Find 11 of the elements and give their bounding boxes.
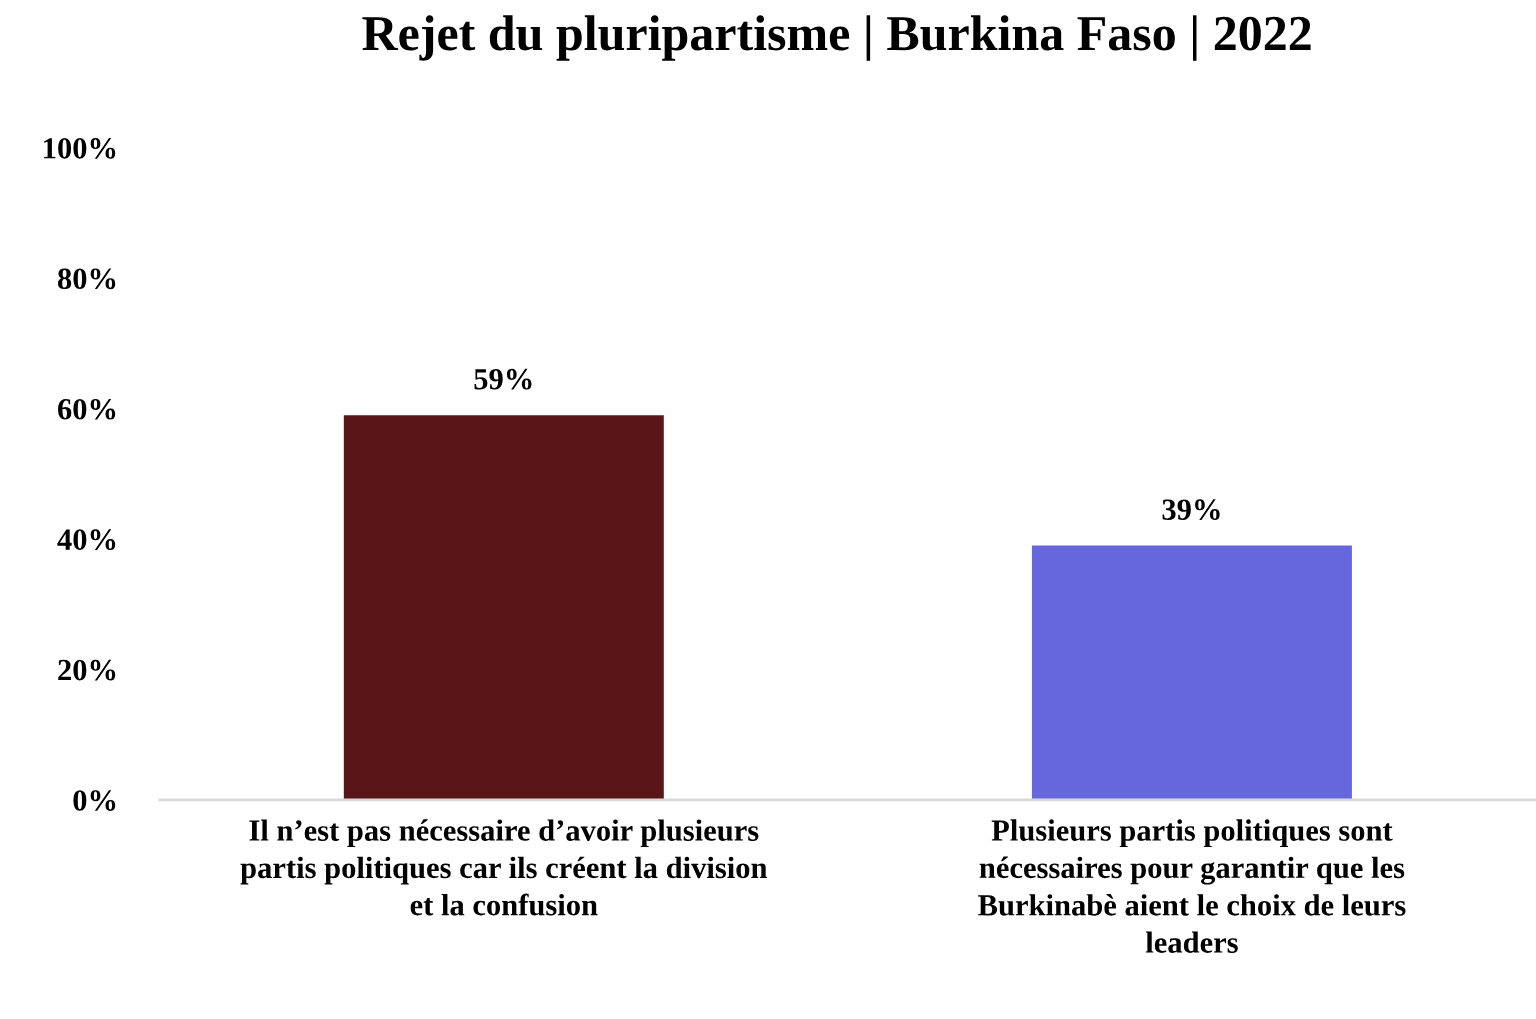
y-tick-label: 40% bbox=[57, 529, 116, 551]
y-tick-label: 60% bbox=[58, 398, 116, 420]
x-tick-label: Plusieurs partis politiques sont nécessaires pour garantir que les Burkinabè aient le choix de leurs leaders bbox=[978, 819, 1406, 953]
y-tick-label: 100% bbox=[44, 138, 116, 159]
y-tick-label: 80% bbox=[57, 268, 116, 290]
chart-title: Rejet du pluripartisme | Burkina Faso | 2022 bbox=[362, 15, 1311, 61]
data-label: 59% bbox=[474, 368, 532, 390]
x-tick-label: Il n’est pas nécessaire d’avoir plusieurs partis politiques car ils créent la division et la confusion bbox=[240, 819, 768, 916]
y-tick-label: 0% bbox=[73, 790, 116, 811]
data-label: 39% bbox=[1162, 499, 1220, 521]
y-tick-label: 20% bbox=[58, 659, 116, 681]
